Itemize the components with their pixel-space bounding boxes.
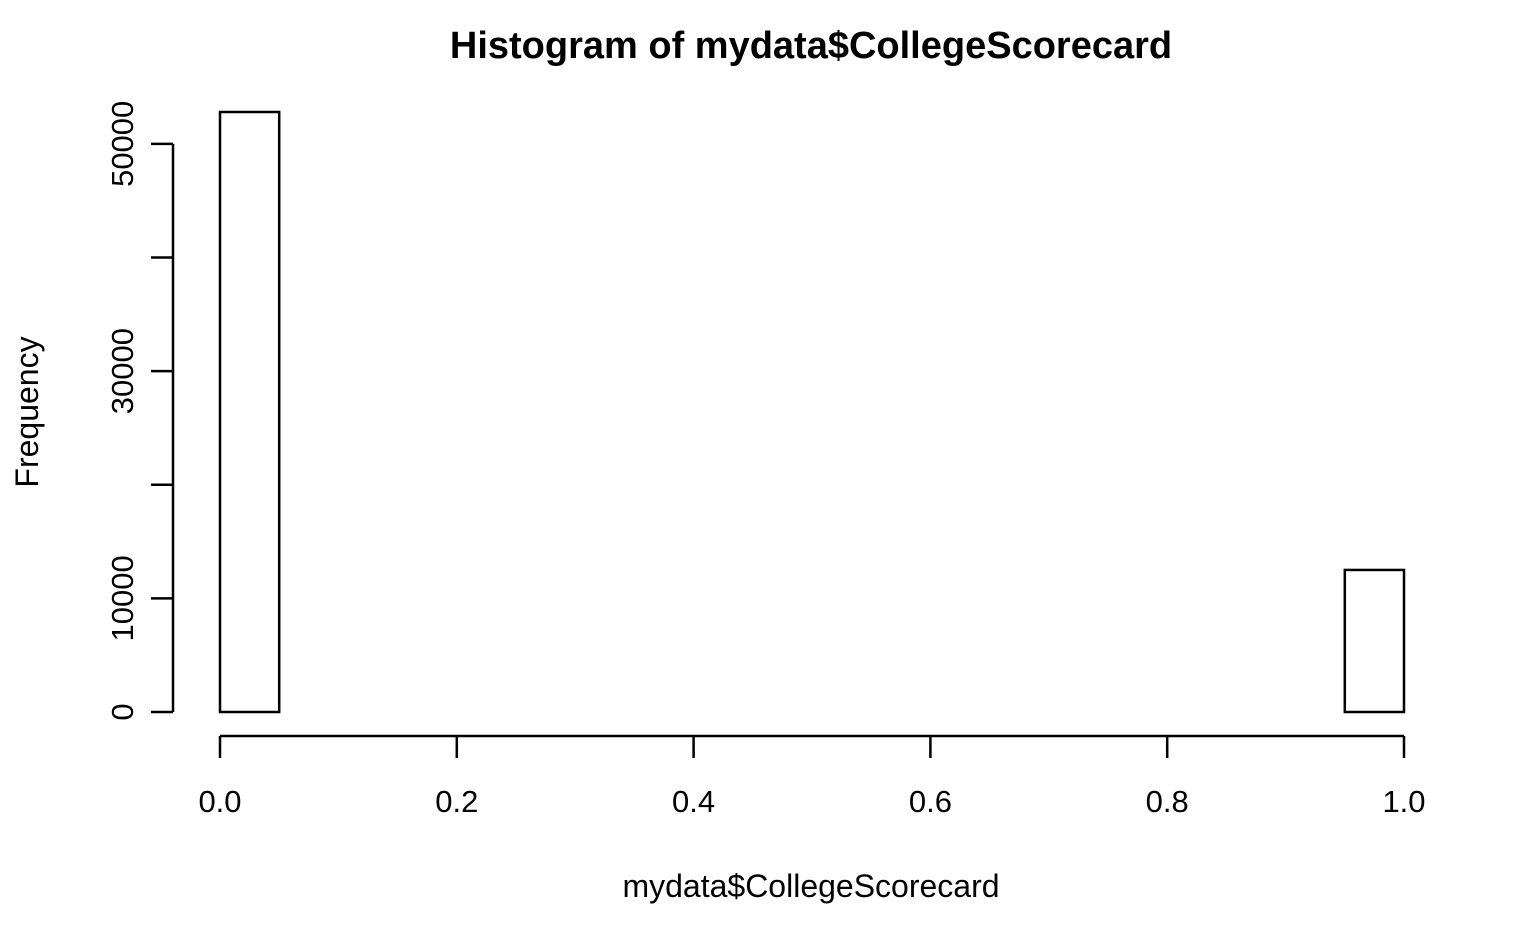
- x-tick-label: 0.4: [672, 784, 715, 819]
- y-tick-label: 10000: [105, 555, 140, 641]
- x-tick-label: 0.2: [435, 784, 478, 819]
- histogram-bars: [218, 110, 1406, 714]
- x-tick-label: 0.0: [198, 784, 241, 819]
- x-tick-label: 0.6: [909, 784, 952, 819]
- histogram-bar: [218, 110, 281, 714]
- y-tick-label: 30000: [105, 328, 140, 414]
- y-tick-label: 50000: [105, 101, 140, 187]
- y-axis: 0 10000 30000 50000: [105, 101, 175, 721]
- y-axis-label: Frequency: [9, 336, 45, 487]
- histogram-bar: [1343, 568, 1406, 714]
- chart-title: Histogram of mydata$CollegeScorecard: [450, 25, 1172, 67]
- x-axis: 0.0 0.2 0.4 0.6 0.8 1.0: [198, 734, 1426, 819]
- x-tick-label: 0.8: [1146, 784, 1189, 819]
- y-tick-label: 0: [105, 703, 140, 720]
- x-tick-label: 1.0: [1382, 784, 1425, 819]
- x-axis-label: mydata$CollegeScorecard: [622, 868, 999, 904]
